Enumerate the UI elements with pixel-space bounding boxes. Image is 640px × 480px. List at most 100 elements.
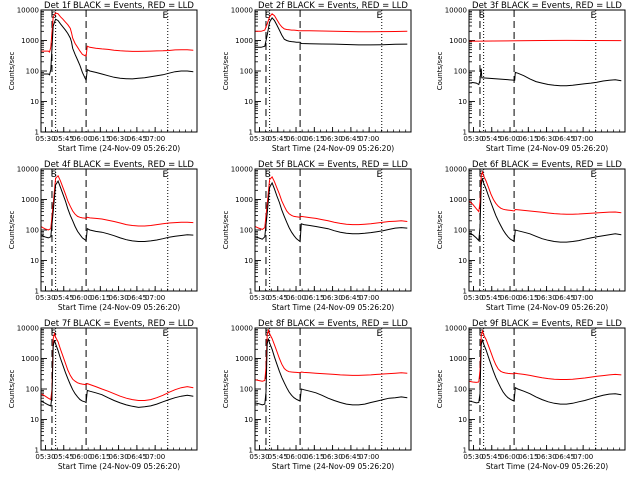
series-line-events (41, 180, 194, 242)
y-tick-label: 1000 (449, 355, 467, 363)
x-tick-label: 06:00 (72, 453, 92, 461)
x-axis-label: Start Time (24-Nov-09 05:26:20) (58, 462, 180, 471)
x-tick-label: 05:30 (249, 135, 269, 143)
y-tick-label: 10 (458, 257, 467, 265)
y-tick-label: 10 (30, 416, 39, 424)
x-axis-label: Start Time (24-Nov-09 05:26:20) (272, 462, 394, 471)
x-tick-label: 06:00 (500, 294, 520, 302)
x-tick-label: 06:45 (555, 453, 575, 461)
y-tick-label: 1000 (21, 355, 39, 363)
plot-frame (468, 327, 626, 451)
x-tick-label: 06:00 (286, 453, 306, 461)
x-axis-label: Start Time (24-Nov-09 05:26:20) (486, 462, 608, 471)
y-axis-label: Counts/sec (8, 52, 16, 91)
y-tick-label: 10 (30, 98, 39, 106)
region-label-e: E (590, 11, 596, 21)
y-tick-label: 100 (240, 68, 253, 76)
x-tick-label: 05:30 (463, 453, 483, 461)
chart-title: Det 5f BLACK = Events, RED = LLD (258, 160, 408, 170)
x-tick-label: 06:45 (127, 453, 147, 461)
plot-frame (40, 327, 198, 451)
region-label-e: E (590, 170, 596, 180)
x-tick-label: 06:15 (90, 453, 110, 461)
x-tick-label: 07:00 (359, 453, 379, 461)
y-tick-label: 100 (26, 227, 39, 235)
plot-frame (468, 9, 626, 133)
plot-frame (40, 9, 198, 133)
y-tick-label: 10 (244, 416, 253, 424)
chart-title: Det 6f BLACK = Events, RED = LLD (472, 160, 622, 170)
y-tick-label: 1 (463, 129, 467, 137)
plot-frame (468, 168, 626, 292)
series-line-events (41, 18, 194, 82)
y-tick-label: 1 (35, 447, 39, 455)
x-tick-label: 05:45 (482, 135, 502, 143)
x-tick-label: 06:45 (127, 294, 147, 302)
x-tick-label: 06:30 (323, 135, 343, 143)
x-axis-label: Start Time (24-Nov-09 05:26:20) (58, 144, 180, 153)
x-tick-label: 06:00 (500, 135, 520, 143)
x-tick-label: 07:00 (573, 294, 593, 302)
plot-frame (254, 327, 412, 451)
x-tick-label: 05:30 (35, 453, 55, 461)
series-line-events (255, 17, 408, 48)
x-tick-label: 06:30 (537, 135, 557, 143)
y-tick-label: 1 (35, 288, 39, 296)
x-tick-label: 06:00 (286, 135, 306, 143)
x-tick-label: 05:45 (482, 453, 502, 461)
x-tick-label: 06:30 (109, 294, 129, 302)
y-axis-label: Counts/sec (222, 370, 230, 409)
y-tick-label: 1 (463, 288, 467, 296)
chart-title: Det 1f BLACK = Events, RED = LLD (44, 1, 194, 11)
x-tick-label: 06:30 (323, 453, 343, 461)
series-line-lld (255, 13, 408, 33)
x-axis-label: Start Time (24-Nov-09 05:26:20) (486, 144, 608, 153)
series-line-lld (469, 329, 622, 383)
detector-panel-6: 1 10 100 1000 10000 05:3005:4506:0006:1506:30… (436, 160, 626, 312)
x-tick-label: 05:30 (463, 294, 483, 302)
y-tick-label: 100 (240, 386, 253, 394)
y-tick-label: 10 (458, 98, 467, 106)
y-tick-label: 10000 (445, 325, 467, 333)
x-tick-label: 05:45 (268, 453, 288, 461)
y-tick-label: 100 (26, 68, 39, 76)
y-tick-label: 1000 (21, 196, 39, 204)
x-tick-label: 05:30 (249, 453, 269, 461)
x-tick-label: 05:45 (54, 135, 74, 143)
y-tick-label: 1 (249, 129, 253, 137)
series-line-lld (255, 176, 408, 230)
x-tick-label: 06:15 (304, 135, 324, 143)
y-axis-label: Counts/sec (436, 370, 444, 409)
region-label-s: S (479, 11, 485, 21)
x-tick-label: 06:30 (109, 135, 129, 143)
y-tick-label: 1 (35, 129, 39, 137)
x-tick-label: 07:00 (359, 294, 379, 302)
x-tick-label: 06:00 (286, 294, 306, 302)
x-tick-label: 06:45 (341, 453, 361, 461)
y-tick-label: 10000 (17, 325, 39, 333)
detector-panel-7: 1 10 100 1000 10000 05:3005:4506:0006:1506:30… (8, 319, 198, 471)
x-tick-label: 05:45 (482, 294, 502, 302)
y-tick-label: 10000 (231, 166, 253, 174)
y-tick-label: 1 (463, 447, 467, 455)
plot-frame (254, 9, 412, 133)
region-label-e: E (162, 11, 168, 21)
y-tick-label: 100 (454, 68, 467, 76)
x-tick-label: 07:00 (359, 135, 379, 143)
y-tick-label: 10000 (445, 166, 467, 174)
y-tick-label: 1000 (235, 37, 253, 45)
y-tick-label: 1000 (449, 196, 467, 204)
y-tick-label: 10000 (231, 7, 253, 15)
x-axis-label: Start Time (24-Nov-09 05:26:20) (272, 144, 394, 153)
x-tick-label: 06:30 (109, 453, 129, 461)
x-tick-label: 06:45 (555, 294, 575, 302)
x-tick-label: 06:45 (127, 135, 147, 143)
region-label-s: S (265, 11, 271, 21)
detector-panel-9: 1 10 100 1000 10000 05:3005:4506:0006:1506:30… (436, 319, 626, 471)
x-tick-label: 05:30 (463, 135, 483, 143)
chart-title: Det 2f BLACK = Events, RED = LLD (258, 1, 408, 11)
y-tick-label: 1000 (235, 196, 253, 204)
series-line-events (469, 339, 622, 405)
x-tick-label: 05:45 (268, 135, 288, 143)
x-axis-label: Start Time (24-Nov-09 05:26:20) (486, 303, 608, 312)
